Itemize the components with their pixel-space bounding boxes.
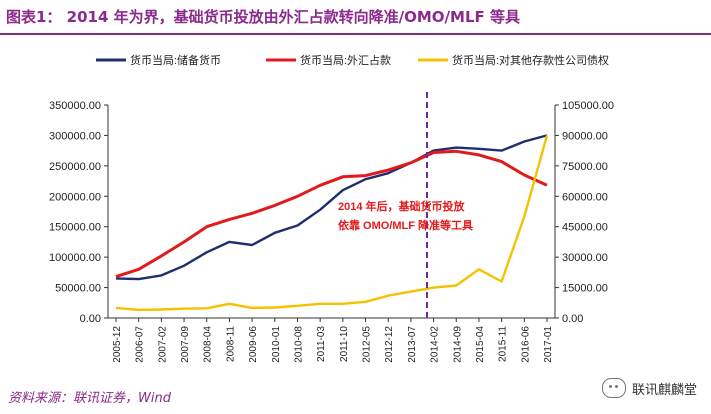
series-line-2	[115, 135, 549, 312]
y-right-tick-label: 30000.00	[562, 252, 608, 264]
x-tick-label: 2007-02	[157, 326, 168, 363]
x-tick-label: 2005-12	[112, 326, 123, 363]
x-tick-label: 2015-04	[475, 326, 486, 363]
x-tick-label: 2007-09	[180, 326, 191, 363]
x-tick-label: 2014-09	[452, 326, 463, 363]
series-group	[115, 134, 549, 312]
legend: 货币当局:储备货币 货币当局:外汇占款 货币当局:对其他存款性公司债权	[96, 53, 609, 67]
y-right-tick-label: 45000.00	[562, 222, 608, 234]
y-right-tick-label: 15000.00	[562, 283, 608, 295]
y-axis-right-ticks: 0.00 15000.00 30000.00 45000.00 60000.00 7500…	[555, 100, 614, 325]
x-tick-label: 2013-07	[407, 326, 418, 363]
x-tick-label: 2010-08	[293, 326, 304, 363]
y-left-tick-label: 50000.00	[55, 283, 101, 295]
x-tick-label: 2006-07	[135, 326, 146, 363]
chart-title: 图表1： 2014 年为界，基础货币投放由外汇占款转向降准/OMO/MLF 等具	[6, 8, 520, 26]
source-note: 资料来源：联讯证券，Wind	[8, 391, 171, 406]
x-tick-label: 2012-12	[384, 326, 395, 363]
x-tick-label: 2011-10	[339, 326, 350, 362]
y-right-tick-label: 0.00	[562, 313, 583, 325]
x-tick-label: 2014-02	[430, 326, 441, 363]
x-tick-label: 2008-11	[225, 326, 236, 362]
y-left-tick-label: 0.00	[80, 313, 101, 325]
y-left-tick-label: 150000.00	[49, 222, 101, 234]
y-right-tick-label: 90000.00	[562, 130, 608, 142]
legend-label-reserve: 货币当局:储备货币	[130, 53, 221, 67]
legend-label-fx: 货币当局:外汇占款	[300, 53, 391, 67]
y-axis-left-ticks: 0.00 50000.00 100000.00 150000.00 200000.00 2…	[49, 100, 108, 325]
watermark: 联讯麒麟堂	[601, 378, 697, 398]
x-tick-label: 2010-01	[271, 326, 282, 363]
annotation-line-1: 2014 年后，基础货币投放	[338, 199, 466, 213]
y-right-tick-label: 60000.00	[562, 191, 608, 203]
y-left-tick-label: 300000.00	[49, 130, 101, 142]
y-left-tick-label: 100000.00	[49, 252, 101, 264]
x-axis-ticks: 2005-12 2006-07 2007-02 2007-09 2008-04 2008-…	[112, 318, 554, 363]
x-tick-label: 2016-06	[520, 326, 531, 363]
annotation-line-2: 依靠 OMO/MLF 降准等工具	[338, 218, 473, 232]
x-tick-label: 2009-06	[248, 326, 259, 363]
y-left-tick-label: 200000.00	[49, 191, 101, 203]
title-underline	[0, 33, 711, 35]
x-tick-label: 2017-01	[543, 326, 554, 363]
x-tick-label: 2012-05	[362, 326, 373, 363]
y-right-tick-label: 75000.00	[562, 161, 608, 173]
x-tick-label: 2008-04	[203, 326, 214, 363]
y-right-tick-label: 105000.00	[562, 100, 614, 112]
x-tick-label: 2015-11	[498, 326, 509, 362]
wechat-icon	[601, 378, 626, 398]
series-line-0	[115, 134, 548, 281]
watermark-label: 联讯麒麟堂	[631, 382, 697, 398]
chart: 货币当局:储备货币 货币当局:外汇占款 货币当局:对其他存款性公司债权 0.00…	[49, 53, 614, 363]
legend-label-claims: 货币当局:对其他存款性公司债权	[452, 53, 609, 67]
y-left-tick-label: 350000.00	[49, 100, 101, 112]
series-line-1	[115, 149, 548, 279]
x-tick-label: 2011-03	[316, 326, 327, 362]
y-left-tick-label: 250000.00	[49, 161, 101, 173]
